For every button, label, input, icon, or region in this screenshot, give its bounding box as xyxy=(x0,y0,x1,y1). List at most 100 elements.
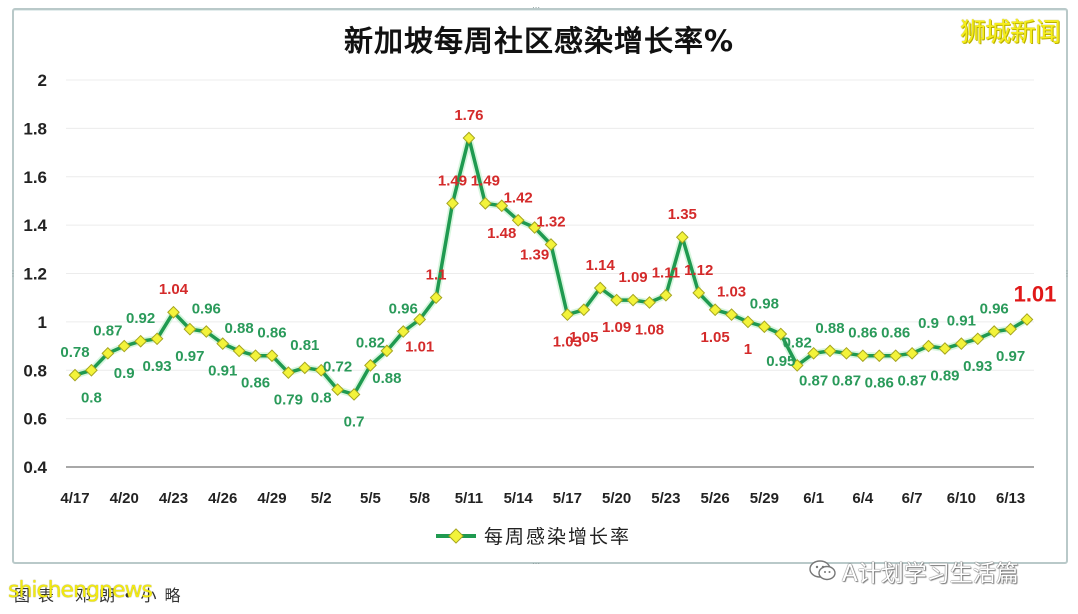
data-point-marker[interactable] xyxy=(938,342,952,355)
y-tick-label: 0.8 xyxy=(23,361,47,380)
wechat-watermark: A计划学习生活篇 xyxy=(808,554,1019,588)
data-point-marker[interactable] xyxy=(905,346,919,360)
data-point-marker[interactable] xyxy=(692,286,706,300)
data-label: 0.97 xyxy=(996,348,1025,365)
data-label: 0.81 xyxy=(290,337,319,354)
data-point-marker[interactable] xyxy=(199,325,213,338)
x-tick-label: 5/26 xyxy=(701,490,730,507)
data-point-marker[interactable] xyxy=(741,315,755,329)
data-point-marker[interactable] xyxy=(282,366,295,380)
data-point-marker[interactable] xyxy=(659,288,673,302)
data-label: 1.09 xyxy=(618,269,647,286)
data-point-marker[interactable] xyxy=(774,327,788,341)
data-label: 1.03 xyxy=(717,284,746,301)
data-label: 1.05 xyxy=(701,329,730,346)
data-point-marker[interactable] xyxy=(478,196,492,210)
data-point-marker[interactable] xyxy=(872,349,886,363)
x-tick-label: 6/10 xyxy=(947,490,976,507)
data-point-marker[interactable] xyxy=(331,383,344,396)
data-point-marker[interactable] xyxy=(462,131,476,145)
data-point-marker[interactable] xyxy=(610,293,624,307)
data-label: 0.82 xyxy=(356,334,385,351)
data-point-marker[interactable] xyxy=(314,363,328,377)
resize-handle-top[interactable]: ⋯ xyxy=(532,3,540,12)
data-point-marker[interactable] xyxy=(544,238,558,251)
data-point-marker[interactable] xyxy=(429,291,443,305)
data-point-marker[interactable] xyxy=(922,339,935,353)
data-label: 0.92 xyxy=(126,310,155,327)
resize-handle-bottom[interactable]: ⋯ xyxy=(532,559,540,568)
data-point-marker[interactable] xyxy=(134,334,148,348)
watermark-shichengnews: shichengnews xyxy=(8,578,153,603)
data-point-marker[interactable] xyxy=(823,344,837,358)
data-point-marker[interactable] xyxy=(807,346,820,360)
data-point-marker[interactable] xyxy=(117,339,131,353)
data-point-marker[interactable] xyxy=(511,213,525,227)
data-label: 0.88 xyxy=(372,370,401,387)
x-tick-label: 5/17 xyxy=(553,490,582,507)
series-weekly-growth-rate xyxy=(68,131,1034,401)
resize-handle-right[interactable]: ⋮ xyxy=(1063,269,1071,278)
x-tick-label: 4/29 xyxy=(257,490,286,507)
data-point-marker[interactable] xyxy=(675,230,689,244)
data-label: 0.72 xyxy=(323,359,352,376)
data-point-marker[interactable] xyxy=(495,199,509,213)
data-label: 0.97 xyxy=(175,348,204,365)
data-point-marker[interactable] xyxy=(840,346,853,360)
data-point-marker[interactable] xyxy=(708,303,722,317)
data-label: 0.87 xyxy=(799,372,828,389)
data-point-marker[interactable] xyxy=(347,388,361,401)
data-point-marker[interactable] xyxy=(380,344,394,358)
data-point-marker[interactable] xyxy=(954,337,968,351)
data-point-marker[interactable] xyxy=(101,346,115,360)
data-point-marker[interactable] xyxy=(643,296,656,309)
x-tick-label: 4/17 xyxy=(60,490,89,507)
data-point-marker[interactable] xyxy=(1004,322,1017,336)
data-labels: 0.780.80.870.90.920.931.040.970.960.910.… xyxy=(60,107,1056,430)
y-tick-label: 2 xyxy=(38,71,47,90)
data-label: 0.93 xyxy=(142,358,171,375)
resize-handle-left[interactable]: ⋮ xyxy=(9,269,17,278)
data-point-marker[interactable] xyxy=(364,359,377,372)
data-point-marker[interactable] xyxy=(298,361,312,375)
data-point-marker[interactable] xyxy=(987,325,1001,338)
data-point-marker[interactable] xyxy=(626,293,640,307)
data-label: 1.49 xyxy=(471,172,500,189)
data-point-marker[interactable] xyxy=(85,363,98,377)
x-tick-label: 6/13 xyxy=(996,490,1025,507)
data-point-marker[interactable] xyxy=(790,359,804,372)
data-label: 0.95 xyxy=(766,353,795,370)
data-label: 0.86 xyxy=(241,375,270,392)
data-point-marker[interactable] xyxy=(725,308,738,321)
data-point-marker[interactable] xyxy=(758,320,771,334)
data-point-marker[interactable] xyxy=(528,221,541,234)
data-point-marker[interactable] xyxy=(216,337,230,351)
data-label: 0.8 xyxy=(81,389,102,406)
data-point-marker[interactable] xyxy=(232,344,246,358)
data-label: 0.86 xyxy=(848,325,877,342)
data-point-marker[interactable] xyxy=(856,349,870,363)
data-point-marker[interactable] xyxy=(413,313,427,326)
data-point-marker[interactable] xyxy=(68,368,82,382)
data-point-marker[interactable] xyxy=(561,308,574,321)
data-label: 0.7 xyxy=(344,413,365,430)
data-point-marker[interactable] xyxy=(971,332,985,346)
data-point-marker[interactable] xyxy=(396,325,410,338)
data-point-marker[interactable] xyxy=(183,322,197,336)
data-label: 1.49 xyxy=(438,172,467,189)
data-label: 0.96 xyxy=(389,301,418,318)
data-label: 0.87 xyxy=(898,372,927,389)
data-point-marker[interactable] xyxy=(446,196,459,210)
x-tick-label: 4/23 xyxy=(159,490,188,507)
data-point-marker[interactable] xyxy=(150,332,164,346)
data-point-marker[interactable] xyxy=(167,305,180,319)
data-point-marker[interactable] xyxy=(249,349,262,363)
x-tick-label: 5/8 xyxy=(409,490,430,507)
data-point-marker[interactable] xyxy=(593,281,607,295)
data-point-marker[interactable] xyxy=(265,349,279,363)
data-point-marker[interactable] xyxy=(1020,313,1034,326)
data-point-marker[interactable] xyxy=(889,349,903,363)
data-point-marker[interactable] xyxy=(577,303,591,317)
data-label: 0.93 xyxy=(963,358,992,375)
